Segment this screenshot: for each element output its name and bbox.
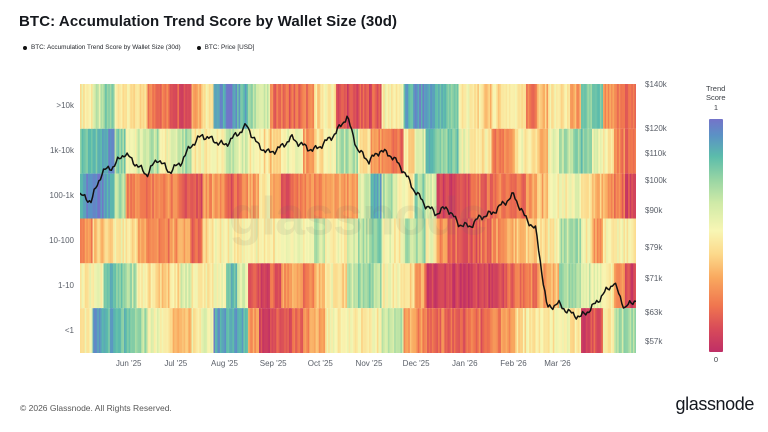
month-tick-label: Dec '25 xyxy=(402,359,430,368)
glassnode-logo: glassnode xyxy=(675,394,755,414)
wallet-size-label: <1 xyxy=(64,325,74,335)
wallet-size-label: 1k-10k xyxy=(49,146,74,156)
legend-item-trend-score[interactable]: BTC: Accumulation Trend Score by Wallet … xyxy=(23,44,181,51)
month-tick-label: Nov '25 xyxy=(355,359,383,368)
month-tick-label: Jan '26 xyxy=(452,359,478,368)
wallet-size-label: 100-1k xyxy=(49,191,74,201)
trend-score-colorbar xyxy=(709,119,723,352)
price-tick-label: $90k xyxy=(645,205,663,215)
price-tick-label: $110k xyxy=(645,148,667,158)
colorbar-title: Trend Score xyxy=(706,84,726,102)
heatmap-price-canvas[interactable] xyxy=(80,84,636,353)
copyright-text: © 2026 Glassnode. All Rights Reserved. xyxy=(20,403,172,413)
wallet-size-label: 1-10 xyxy=(57,280,74,290)
chart-title: BTC: Accumulation Trend Score by Wallet … xyxy=(19,13,398,30)
price-tick-label: $140k xyxy=(645,79,667,89)
price-tick-label: $71k xyxy=(645,273,663,283)
month-tick-label: Sep '25 xyxy=(259,359,287,368)
month-tick-label: Aug '25 xyxy=(211,359,238,368)
plot-area: glassnode xyxy=(80,84,636,353)
legend-item-price[interactable]: BTC: Price [USD] xyxy=(196,44,255,51)
series-dot-icon xyxy=(196,45,201,50)
series-dot-icon xyxy=(23,45,27,50)
price-tick-label: $63k xyxy=(645,308,663,318)
price-tick-label: $120k xyxy=(645,123,667,133)
month-tick-label: Feb '26 xyxy=(500,359,527,368)
legend-label: BTC: Price [USD] xyxy=(204,44,255,51)
wallet-size-label: 10-100 xyxy=(49,235,74,245)
colorbar-max-label: 1 xyxy=(713,103,719,112)
month-tick-label: Jul '25 xyxy=(164,359,188,368)
price-tick-label: $79k xyxy=(645,243,663,253)
price-tick-label: $100k xyxy=(645,175,667,185)
colorbar-min-label: 0 xyxy=(713,355,719,364)
wallet-size-label: >10k xyxy=(56,101,74,111)
legend-label: BTC: Accumulation Trend Score by Wallet … xyxy=(31,44,181,51)
price-tick-label: $57k xyxy=(645,336,663,346)
series-legend: BTC: Accumulation Trend Score by Wallet … xyxy=(23,44,254,51)
month-tick-label: Oct '25 xyxy=(307,359,333,368)
month-tick-label: Jun '25 xyxy=(115,359,142,368)
month-tick-label: Mar '26 xyxy=(544,359,571,368)
